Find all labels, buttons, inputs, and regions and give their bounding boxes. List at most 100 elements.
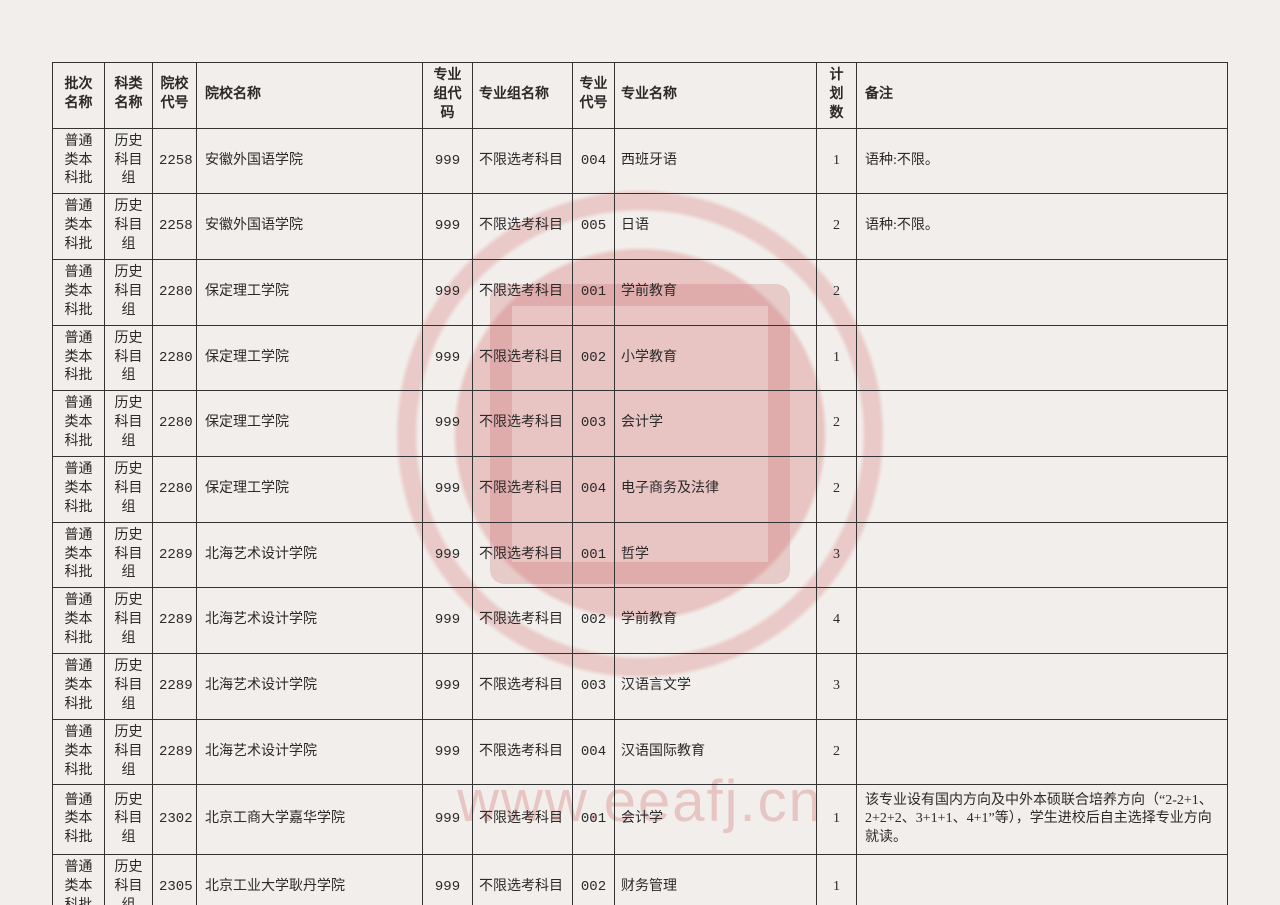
cell-school-name: 保定理工学院 <box>197 325 423 391</box>
table-row: 普通类本科批历史科目组2289北海艺术设计学院999不限选考科目004汉语国际教… <box>53 719 1228 785</box>
cell-major-code: 003 <box>573 654 615 720</box>
cell-school-code: 2280 <box>153 391 197 457</box>
cell-plan: 3 <box>817 522 857 588</box>
cell-school-code: 2258 <box>153 128 197 194</box>
cell-plan: 2 <box>817 719 857 785</box>
col-batch: 批次名称 <box>53 63 105 129</box>
cell-group-name: 不限选考科目 <box>473 391 573 457</box>
cell-major-code: 001 <box>573 785 615 855</box>
cell-school-code: 2258 <box>153 194 197 260</box>
cell-plan: 4 <box>817 588 857 654</box>
cell-plan: 1 <box>817 128 857 194</box>
col-group-code: 专业组代码 <box>423 63 473 129</box>
cell-subject: 历史科目组 <box>105 522 153 588</box>
cell-batch: 普通类本科批 <box>53 128 105 194</box>
cell-plan: 1 <box>817 785 857 855</box>
cell-major-code: 004 <box>573 719 615 785</box>
cell-plan: 2 <box>817 194 857 260</box>
cell-group-name: 不限选考科目 <box>473 654 573 720</box>
cell-group-code: 999 <box>423 588 473 654</box>
cell-subject: 历史科目组 <box>105 391 153 457</box>
cell-group-name: 不限选考科目 <box>473 194 573 260</box>
cell-major-name: 电子商务及法律 <box>615 457 817 523</box>
cell-major-code: 004 <box>573 128 615 194</box>
cell-major-name: 学前教育 <box>615 260 817 326</box>
cell-plan: 2 <box>817 391 857 457</box>
cell-major-code: 002 <box>573 588 615 654</box>
cell-batch: 普通类本科批 <box>53 522 105 588</box>
cell-group-name: 不限选考科目 <box>473 128 573 194</box>
col-group-name: 专业组名称 <box>473 63 573 129</box>
cell-subject: 历史科目组 <box>105 719 153 785</box>
cell-batch: 普通类本科批 <box>53 588 105 654</box>
cell-school-code: 2280 <box>153 457 197 523</box>
cell-subject: 历史科目组 <box>105 194 153 260</box>
cell-remark: 该专业设有国内方向及中外本硕联合培养方向（“2-2+1、2+2+2、3+1+1、… <box>857 785 1228 855</box>
cell-remark <box>857 719 1228 785</box>
table-row: 普通类本科批历史科目组2302北京工商大学嘉华学院999不限选考科目001会计学… <box>53 785 1228 855</box>
cell-remark <box>857 855 1228 905</box>
cell-major-name: 哲学 <box>615 522 817 588</box>
document-page: www.eeafj.cn 批次名称 科类名称 院校代号 院校名称 专业组代码 专… <box>0 0 1280 905</box>
cell-group-name: 不限选考科目 <box>473 457 573 523</box>
cell-school-name: 北海艺术设计学院 <box>197 719 423 785</box>
cell-school-code: 2305 <box>153 855 197 905</box>
cell-major-code: 002 <box>573 325 615 391</box>
cell-plan: 3 <box>817 654 857 720</box>
cell-school-code: 2289 <box>153 654 197 720</box>
cell-major-name: 西班牙语 <box>615 128 817 194</box>
cell-major-name: 汉语言文学 <box>615 654 817 720</box>
cell-school-name: 北京工商大学嘉华学院 <box>197 785 423 855</box>
cell-plan: 1 <box>817 325 857 391</box>
table-row: 普通类本科批历史科目组2258安徽外国语学院999不限选考科目005日语2语种:… <box>53 194 1228 260</box>
cell-batch: 普通类本科批 <box>53 855 105 905</box>
cell-school-code: 2280 <box>153 325 197 391</box>
cell-batch: 普通类本科批 <box>53 457 105 523</box>
cell-school-code: 2289 <box>153 719 197 785</box>
cell-remark <box>857 325 1228 391</box>
col-subject: 科类名称 <box>105 63 153 129</box>
cell-subject: 历史科目组 <box>105 457 153 523</box>
col-school-name: 院校名称 <box>197 63 423 129</box>
cell-school-name: 北海艺术设计学院 <box>197 654 423 720</box>
cell-batch: 普通类本科批 <box>53 391 105 457</box>
cell-group-name: 不限选考科目 <box>473 260 573 326</box>
cell-school-name: 安徽外国语学院 <box>197 128 423 194</box>
cell-group-code: 999 <box>423 719 473 785</box>
cell-subject: 历史科目组 <box>105 785 153 855</box>
table-header: 批次名称 科类名称 院校代号 院校名称 专业组代码 专业组名称 专业代号 专业名… <box>53 63 1228 129</box>
col-major-name: 专业名称 <box>615 63 817 129</box>
cell-group-code: 999 <box>423 457 473 523</box>
cell-plan: 2 <box>817 457 857 523</box>
cell-school-code: 2280 <box>153 260 197 326</box>
cell-major-code: 002 <box>573 855 615 905</box>
col-plan: 计划数 <box>817 63 857 129</box>
cell-group-code: 999 <box>423 260 473 326</box>
table-body: 普通类本科批历史科目组2258安徽外国语学院999不限选考科目004西班牙语1语… <box>53 128 1228 905</box>
table-row: 普通类本科批历史科目组2280保定理工学院999不限选考科目004电子商务及法律… <box>53 457 1228 523</box>
cell-school-name: 北海艺术设计学院 <box>197 588 423 654</box>
cell-remark <box>857 522 1228 588</box>
cell-group-code: 999 <box>423 654 473 720</box>
cell-remark <box>857 654 1228 720</box>
table-row: 普通类本科批历史科目组2280保定理工学院999不限选考科目002小学教育1 <box>53 325 1228 391</box>
cell-batch: 普通类本科批 <box>53 654 105 720</box>
table-row: 普通类本科批历史科目组2289北海艺术设计学院999不限选考科目001哲学3 <box>53 522 1228 588</box>
cell-remark <box>857 391 1228 457</box>
cell-group-name: 不限选考科目 <box>473 522 573 588</box>
cell-major-name: 会计学 <box>615 391 817 457</box>
cell-group-name: 不限选考科目 <box>473 719 573 785</box>
cell-subject: 历史科目组 <box>105 588 153 654</box>
table-row: 普通类本科批历史科目组2289北海艺术设计学院999不限选考科目002学前教育4 <box>53 588 1228 654</box>
cell-major-name: 汉语国际教育 <box>615 719 817 785</box>
cell-subject: 历史科目组 <box>105 260 153 326</box>
cell-remark: 语种:不限。 <box>857 194 1228 260</box>
table-row: 普通类本科批历史科目组2258安徽外国语学院999不限选考科目004西班牙语1语… <box>53 128 1228 194</box>
cell-school-name: 北海艺术设计学院 <box>197 522 423 588</box>
cell-remark: 语种:不限。 <box>857 128 1228 194</box>
table-row: 普通类本科批历史科目组2280保定理工学院999不限选考科目001学前教育2 <box>53 260 1228 326</box>
cell-subject: 历史科目组 <box>105 654 153 720</box>
cell-group-code: 999 <box>423 325 473 391</box>
cell-school-name: 保定理工学院 <box>197 260 423 326</box>
cell-major-code: 004 <box>573 457 615 523</box>
